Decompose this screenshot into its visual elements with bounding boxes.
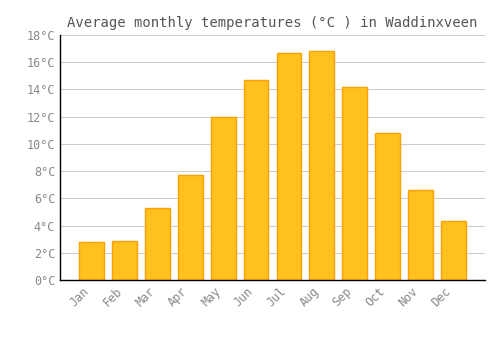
Bar [310, 51, 334, 280]
Bar [408, 190, 433, 280]
Bar [80, 242, 104, 280]
Bar [112, 240, 137, 280]
Title: Average monthly temperatures (°C ) in Waddinxveen: Average monthly temperatures (°C ) in Wa… [68, 16, 478, 30]
Bar [376, 133, 400, 280]
Bar [178, 175, 203, 280]
Bar [211, 117, 236, 280]
Bar [276, 53, 301, 280]
Bar [145, 208, 170, 280]
Bar [244, 80, 268, 280]
Bar [342, 87, 367, 280]
Bar [441, 222, 466, 280]
